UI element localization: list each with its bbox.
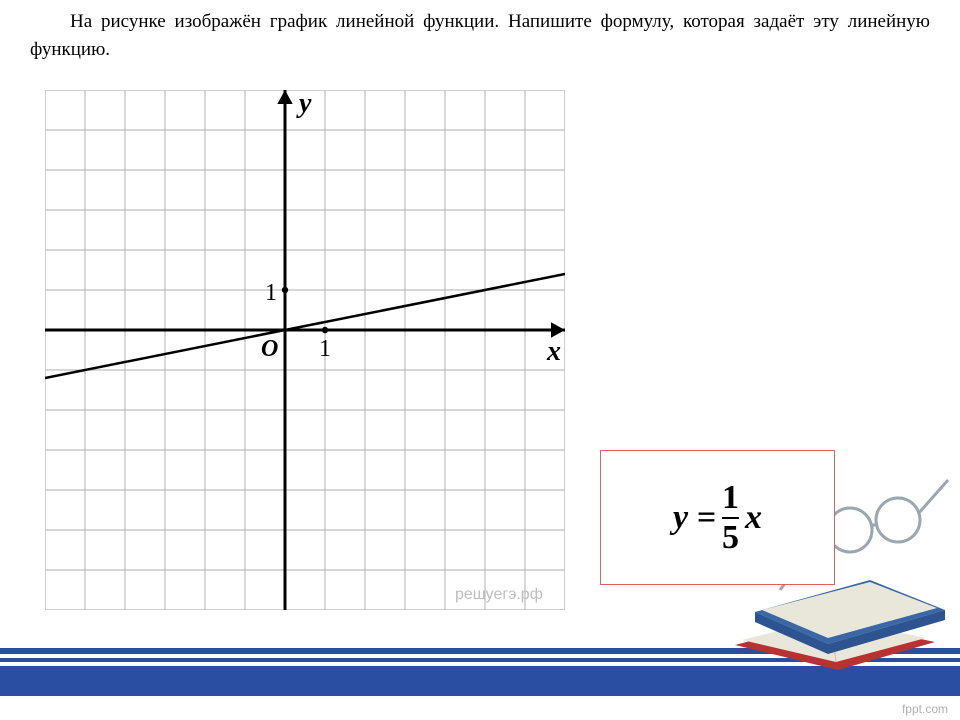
task-text: На рисунке изображён график линейной фун… (30, 8, 930, 63)
task-text-content: На рисунке изображён график линейной фун… (30, 11, 930, 60)
footer-credit: fppt.com (902, 702, 948, 716)
answer-denominator: 5 (722, 521, 739, 555)
svg-text:O: O (261, 336, 278, 362)
linear-function-graph: y x O 1 1 решуегэ.рф (45, 90, 565, 615)
answer-suffix: x (745, 499, 762, 537)
svg-text:1: 1 (265, 280, 277, 306)
watermark-text: решуегэ.рф (455, 586, 543, 604)
answer-box: y = 1 5 x (600, 450, 835, 585)
svg-text:1: 1 (319, 336, 331, 362)
svg-text:x: x (546, 336, 561, 367)
answer-fraction: 1 5 (722, 481, 739, 555)
answer-numerator: 1 (722, 481, 739, 515)
svg-text:y: y (296, 90, 312, 119)
answer-prefix: y = (673, 499, 716, 537)
